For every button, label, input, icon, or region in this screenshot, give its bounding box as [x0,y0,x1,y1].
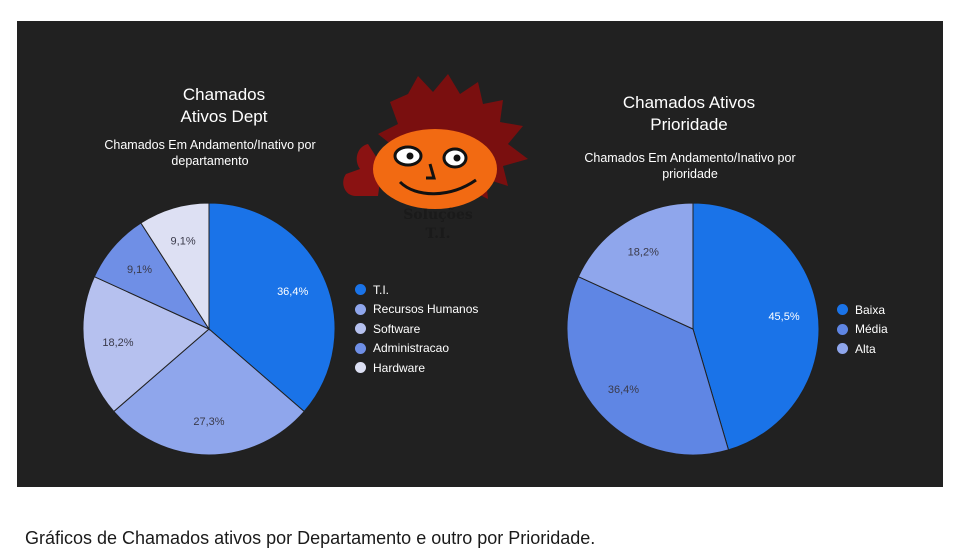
pie-slice-alta [577,202,694,330]
legend-swatch [355,284,366,296]
pie-slice-label: 45,5% [768,311,799,323]
pie-slice-label: 9,1% [127,264,152,276]
pie-slice-label: 27,3% [193,416,224,428]
legend-item: Software [355,319,478,339]
pie-chart-dept: 36,4% 27,3% 18,2% 9,1% 9,1% [82,202,336,456]
legend-item: Baixa [837,300,888,320]
legend-swatch [837,304,848,316]
legend-swatch [355,323,366,335]
solucoes-ti-logo [343,74,528,209]
legend-swatch [837,343,848,355]
pie-slice-t-i- [208,202,336,413]
pie-slice-recursos-humanos [113,328,305,456]
legend-item: Hardware [355,358,478,378]
legend-item: Administracao [355,339,478,359]
pie-slice-label: 36,4% [608,384,639,396]
legend-label: Software [373,321,421,336]
legend-dept: T.I. Recursos Humanos Software Administraca… [355,280,478,378]
logo-text-line2: T.I. [425,226,451,242]
legend-swatch [837,323,848,335]
legend-label: T.I. [373,282,390,297]
legend-item: Alta [837,339,888,359]
legend-swatch [355,342,366,354]
pie-slice-hardware [140,202,210,331]
legend-swatch [355,362,366,374]
legend-label: Média [855,322,888,337]
legend-label: Hardware [373,360,426,375]
pie-slice-label: 9,1% [171,236,196,248]
legend-label: Baixa [855,302,886,317]
chart-title-dept: Chamados Ativos Dept [180,85,268,126]
legend-item: Média [837,320,888,340]
pie-slice-software [82,275,210,413]
legend-label: Administracao [373,341,450,356]
legend-priority: Baixa Média Alta [837,300,888,359]
pie-slice-label: 36,4% [277,286,308,298]
pie-slice-label: 18,2% [628,247,659,259]
chart-subtitle-dept: Chamados Em Andamento/Inativo por depart… [104,138,316,168]
legend-label: Alta [855,341,876,356]
pie-slice-baixa [692,202,820,451]
caption: Gráficos de Chamados ativos por Departam… [25,528,596,548]
chart-subtitle-priority: Chamados Em Andamento/Inativo por priori… [584,151,796,181]
pie-slice-m-dia [566,275,730,456]
chart-title-priority: Chamados Ativos Prioridade [622,93,756,134]
legend-item: Recursos Humanos [355,300,478,320]
pie-chart-priority: 45,5% 36,4% 18,2% [566,202,820,456]
legend-item: T.I. [355,280,478,300]
logo-text-line1: Soluções [403,207,473,223]
legend-swatch [355,303,366,315]
pie-slice-label: 18,2% [102,337,133,349]
legend-label: Recursos Humanos [373,302,479,317]
